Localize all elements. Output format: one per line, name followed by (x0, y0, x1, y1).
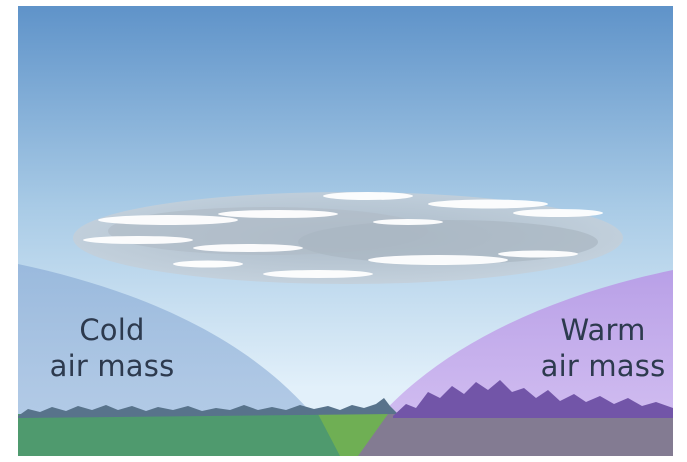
ground (18, 414, 673, 456)
cold-air-mass (18, 264, 336, 446)
front-diagram: Cold air mass Warm air mass (18, 6, 673, 456)
warm-label-line1: Warm (560, 313, 646, 347)
warm-air-mass-label: Warm air mass (533, 312, 673, 384)
warm-label-line2: air mass (540, 349, 666, 383)
warm-ridge (393, 380, 673, 418)
cloud-layer (73, 192, 623, 284)
diagram-canvas (18, 6, 673, 456)
horizon-ridge (18, 398, 398, 418)
cold-label-line2: air mass (49, 349, 175, 383)
cold-label-line1: Cold (79, 313, 145, 347)
cold-air-mass-label: Cold air mass (34, 312, 190, 384)
